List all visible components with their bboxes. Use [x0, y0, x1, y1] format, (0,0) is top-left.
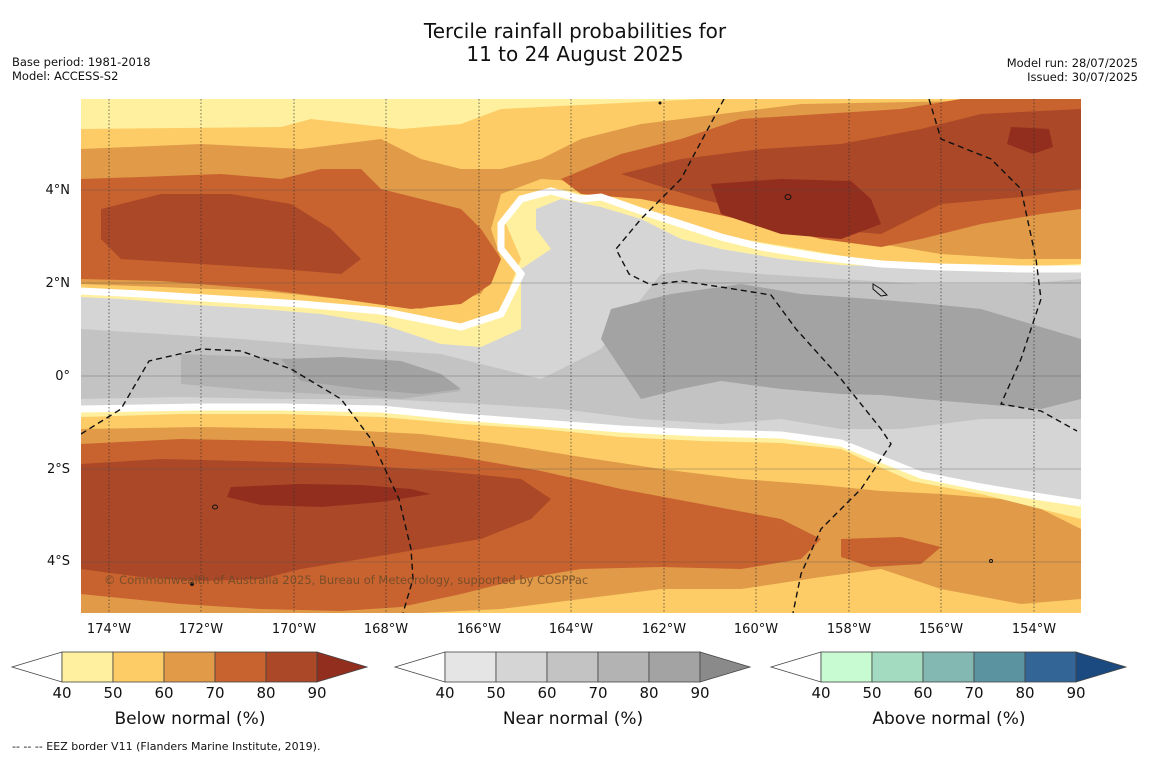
lon-label-154w: 154°W	[1011, 622, 1057, 637]
north-below-90	[711, 179, 881, 239]
above-swatch-50	[871, 651, 924, 683]
near-tick-50: 50	[486, 684, 506, 702]
lon-label-156w: 156°W	[918, 622, 964, 637]
above-tick-40: 40	[811, 684, 831, 702]
above-swatch-60	[922, 651, 975, 683]
above-tick-70: 70	[964, 684, 984, 702]
above-tick-90: 90	[1066, 684, 1086, 702]
latitude-gridlines	[81, 189, 1081, 563]
contour-north	[81, 187, 1081, 331]
longitude-gridlines	[108, 99, 1035, 613]
run-info: Model run: 28/07/2025 Issued: 30/07/2025	[1007, 56, 1138, 84]
probability-map	[81, 99, 1081, 613]
near-swatch-50	[495, 651, 548, 683]
near-swatch-60	[546, 651, 599, 683]
below-swatch-90	[316, 651, 369, 683]
lon-label-158w: 158°W	[826, 622, 872, 637]
contour-south	[81, 403, 1081, 507]
near-swatch-40	[444, 651, 497, 683]
above-swatch-70	[973, 651, 1026, 683]
near-normal-label: Near normal (%)	[502, 709, 644, 729]
eez-footnote: -- -- -- EEZ border V11 (Flanders Marine…	[12, 740, 321, 753]
below-normal-label: Below normal (%)	[114, 709, 266, 729]
north-below-80	[101, 194, 361, 274]
issued-date: Issued: 30/07/2025	[1027, 70, 1138, 84]
islands	[190, 101, 993, 586]
near-swatch-80	[648, 651, 701, 683]
above-normal-label: Above normal (%)	[872, 709, 1026, 729]
lat-label-4n: 4°N	[45, 183, 71, 198]
lon-label-160w: 160°W	[733, 622, 779, 637]
near-swatch-lt40	[393, 651, 446, 683]
title-line-1: Tercile rainfall probabilities for	[423, 19, 727, 43]
below-normal-colorbar	[10, 651, 369, 683]
model-name: Model: ACCESS-S2	[12, 69, 119, 83]
above-tick-80: 80	[1015, 684, 1035, 702]
lon-label-172w: 172°W	[178, 622, 224, 637]
near-normal-80	[601, 284, 1081, 409]
below-swatch-60	[163, 651, 216, 683]
near-tick-90: 90	[690, 684, 710, 702]
above-swatch-40	[820, 651, 873, 683]
above-swatch-80	[1024, 651, 1077, 683]
above-normal-colorbar	[769, 651, 1128, 683]
lon-label-166w: 166°W	[456, 622, 502, 637]
near-tick-80: 80	[639, 684, 659, 702]
above-tick-50: 50	[862, 684, 882, 702]
south-below-90	[227, 484, 431, 507]
below-tick-70: 70	[205, 684, 225, 702]
model-run: Model run: 28/07/2025	[1006, 56, 1138, 70]
above-swatch-90	[1075, 651, 1128, 683]
north-below-90b	[1007, 127, 1053, 154]
lat-label-0: 0°	[55, 369, 70, 384]
model-info: Base period: 1981-2018 Model: ACCESS-S2	[12, 55, 151, 83]
near-swatch-70	[597, 651, 650, 683]
lon-label-164w: 164°W	[548, 622, 594, 637]
above-swatch-lt40	[769, 651, 822, 683]
south-below-70b	[841, 537, 941, 567]
lon-label-162w: 162°W	[641, 622, 687, 637]
near-tick-70: 70	[588, 684, 608, 702]
lon-label-168w: 168°W	[363, 622, 409, 637]
below-tick-50: 50	[103, 684, 123, 702]
lon-label-170w: 170°W	[271, 622, 317, 637]
lat-label-4s: 4°S	[46, 554, 70, 569]
lat-label-2s: 2°S	[46, 462, 70, 477]
below-tick-60: 60	[154, 684, 174, 702]
below-tick-80: 80	[256, 684, 276, 702]
below-swatch-lt40	[10, 651, 63, 683]
lat-label-2n: 2°N	[45, 276, 71, 291]
below-tick-40: 40	[52, 684, 72, 702]
near-normal-colorbar	[393, 651, 752, 683]
below-swatch-80	[265, 651, 318, 683]
copyright-notice: © Commonwealth of Australia 2025, Bureau…	[104, 573, 589, 587]
near-tick-40: 40	[435, 684, 455, 702]
title-line-2: 11 to 24 August 2025	[466, 42, 684, 66]
below-swatch-70	[214, 651, 267, 683]
near-swatch-90	[699, 651, 752, 683]
near-normal-80b	[281, 357, 461, 394]
below-swatch-50	[112, 651, 165, 683]
below-swatch-40	[61, 651, 114, 683]
map-title: Tercile rainfall probabilities for 11 to…	[0, 20, 1150, 66]
eez-borders	[81, 99, 1078, 613]
near-tick-60: 60	[537, 684, 557, 702]
base-period: Base period: 1981-2018	[12, 55, 151, 69]
south-below-80	[81, 459, 551, 581]
above-tick-60: 60	[913, 684, 933, 702]
below-tick-90: 90	[307, 684, 327, 702]
lon-label-174w: 174°W	[86, 622, 132, 637]
